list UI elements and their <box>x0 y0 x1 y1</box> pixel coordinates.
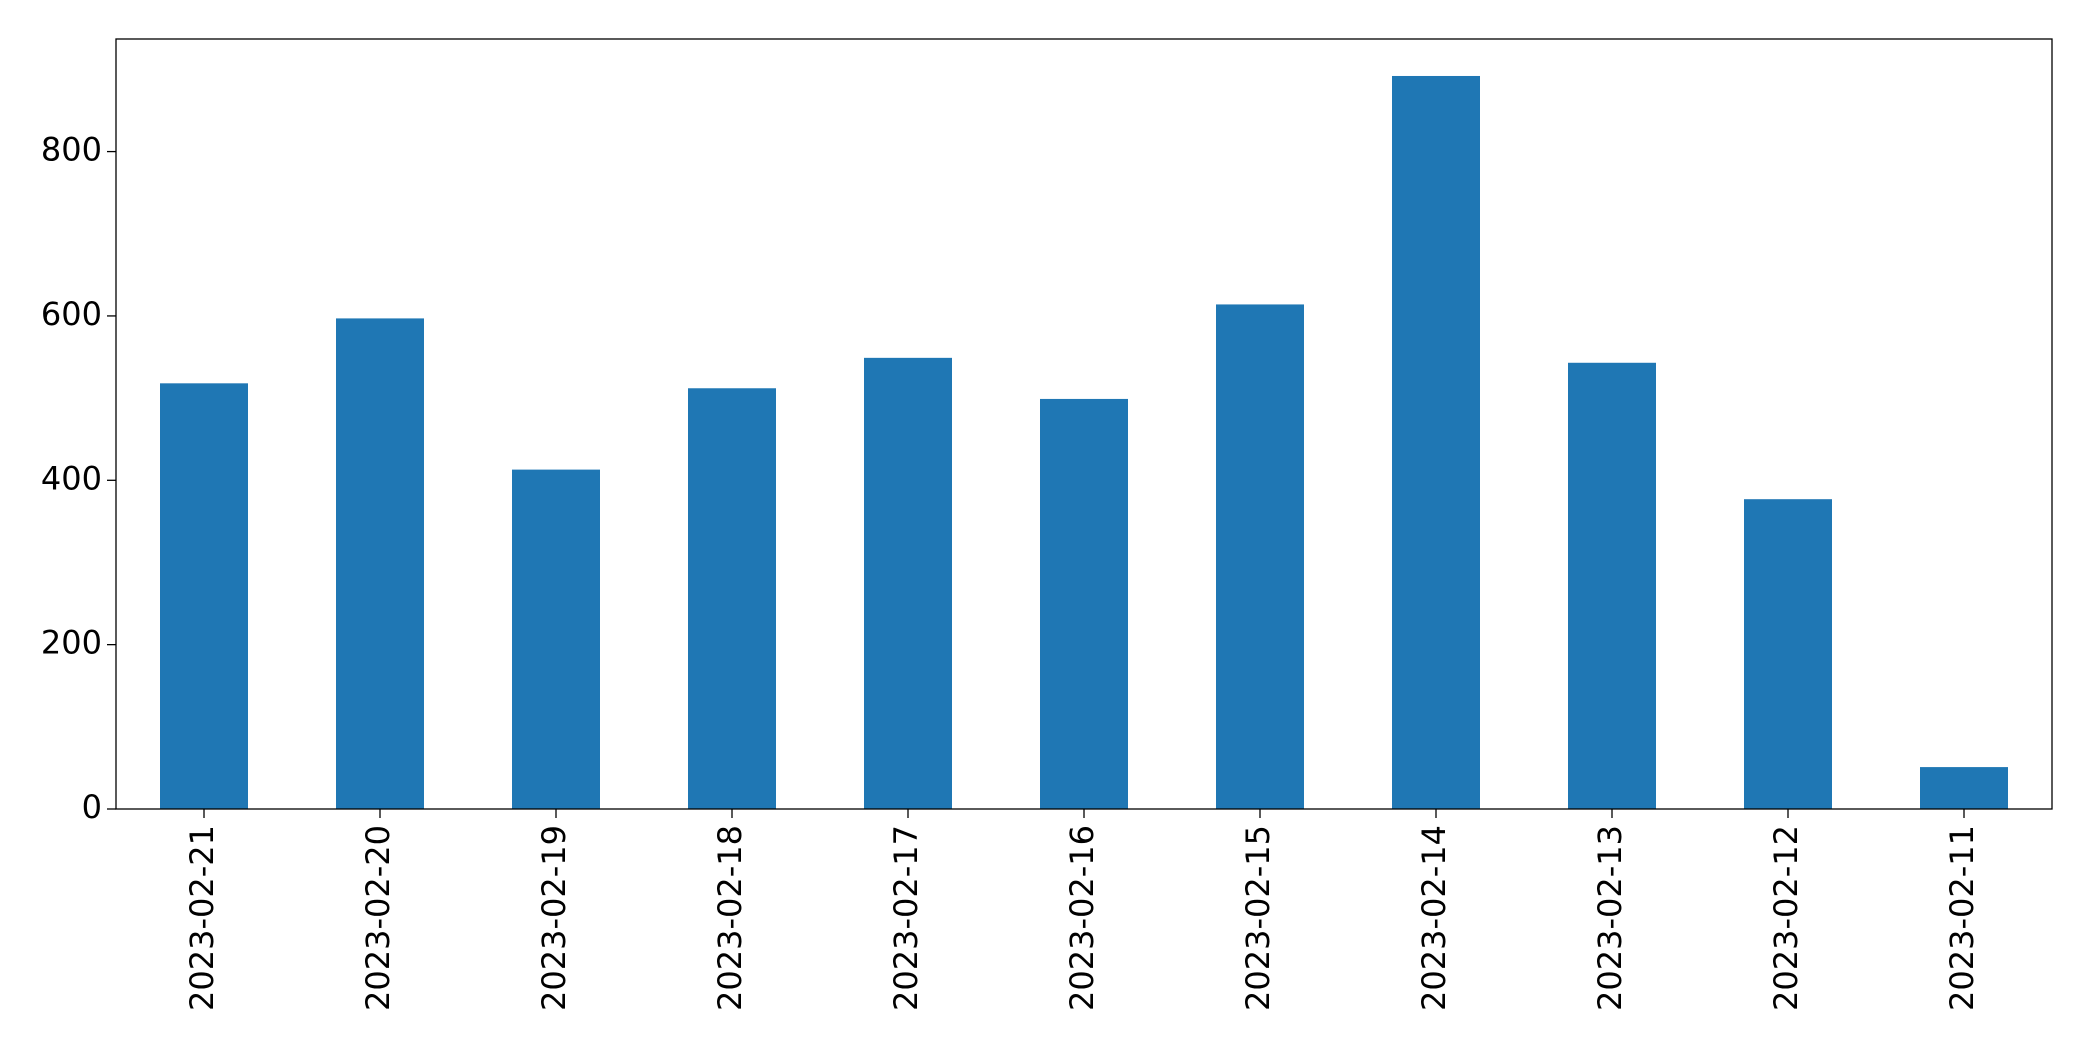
x-tick-label: 2023-02-21 <box>183 825 221 1011</box>
bar <box>1392 75 1480 809</box>
y-tick-label: 600 <box>41 295 102 333</box>
x-tick-label: 2023-02-19 <box>535 825 573 1011</box>
bar <box>160 383 248 809</box>
y-tick-label: 400 <box>41 459 102 497</box>
bar <box>864 357 952 809</box>
x-tick-label: 2023-02-20 <box>359 825 397 1011</box>
x-tick-label: 2023-02-11 <box>1943 825 1981 1011</box>
bar <box>1040 398 1128 809</box>
bar <box>1744 499 1832 809</box>
bar <box>1216 304 1304 809</box>
y-tick-label: 800 <box>41 131 102 169</box>
x-tick-label: 2023-02-14 <box>1415 825 1453 1011</box>
bar <box>1920 767 2008 809</box>
bar <box>688 388 776 809</box>
x-tick-label: 2023-02-17 <box>887 825 925 1011</box>
bar <box>512 469 600 809</box>
y-tick-label: 200 <box>41 624 102 662</box>
bar <box>336 318 424 809</box>
x-tick-label: 2023-02-16 <box>1063 825 1101 1011</box>
bar <box>1568 362 1656 809</box>
x-tick-label: 2023-02-13 <box>1591 825 1629 1011</box>
x-tick-label: 2023-02-18 <box>711 825 749 1011</box>
plot-frame <box>115 38 2053 810</box>
x-tick-label: 2023-02-15 <box>1239 825 1277 1011</box>
y-tick-label: 0 <box>82 788 102 826</box>
x-tick-label: 2023-02-12 <box>1767 825 1805 1011</box>
